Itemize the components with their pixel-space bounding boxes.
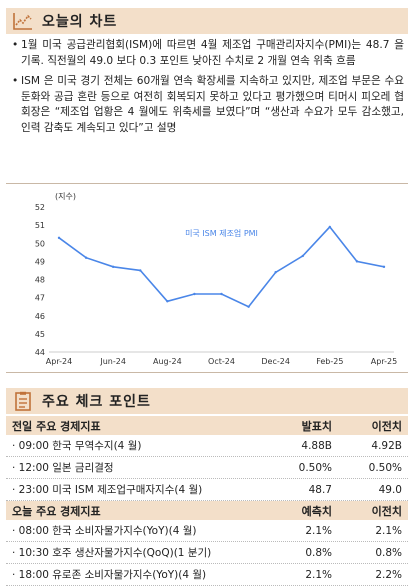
chart-section-header: 오늘의 차트 xyxy=(6,8,408,34)
row-prev: 2.2% xyxy=(375,568,402,581)
x-tick-label: Feb-25 xyxy=(316,357,343,366)
summary-bullets: • 1월 미국 공급관리협회(ISM)에 따르면 4월 제조업 구매관리자지수(… xyxy=(12,38,404,142)
data-point xyxy=(274,271,277,274)
data-point xyxy=(57,236,61,240)
x-tick-label: Dec-24 xyxy=(261,357,290,366)
y-tick-label: 45 xyxy=(35,330,45,339)
today-table-header: 오늘 주요 경제지표 예측치 이전치 xyxy=(6,501,408,520)
row-prev: 2.1% xyxy=(375,524,402,537)
chart-section-title: 오늘의 차트 xyxy=(42,14,118,30)
row-value: 0.50% xyxy=(298,461,332,474)
trend-chart-icon xyxy=(12,10,34,32)
table-row: · 10:30 호주 생산자물가지수(QoQ)(1 분기) 0.8% 0.8% xyxy=(6,542,408,564)
data-point xyxy=(166,300,169,303)
row-label: · 23:00 미국 ISM 제조업구매자지수(4 월) xyxy=(12,484,203,496)
prev-header-actual: 발표치 xyxy=(301,419,332,433)
data-point xyxy=(382,265,386,269)
row-label: · 10:30 호주 생산자물가지수(QoQ)(1 분기) xyxy=(12,547,212,559)
y-tick-label: 44 xyxy=(35,348,45,357)
y-tick-label: 46 xyxy=(35,312,45,321)
y-tick-label: 51 xyxy=(35,221,45,230)
table-row: · 09:00 한국 무역수지(4 월) 4.88B 4.92B xyxy=(6,435,408,457)
y-tick-label: 49 xyxy=(35,257,45,266)
data-point xyxy=(139,269,142,272)
data-point xyxy=(193,292,196,296)
data-point xyxy=(111,265,115,269)
y-tick-label: 52 xyxy=(35,203,45,212)
row-prev: 4.92B xyxy=(371,439,402,452)
row-prev: 49.0 xyxy=(378,483,402,496)
bullet-text: 1월 미국 공급관리협회(ISM)에 따르면 4월 제조업 구매관리자지수(PM… xyxy=(21,39,404,67)
row-prev: 0.50% xyxy=(368,461,402,474)
table-row: · 18:00 유로존 소비자물가지수(YoY)(4 월) 2.1% 2.2% xyxy=(6,564,408,586)
data-point xyxy=(355,260,359,263)
x-tick-label: Apr-24 xyxy=(46,357,72,366)
y-tick-label: 50 xyxy=(35,239,45,248)
today-header-previous: 이전치 xyxy=(371,504,402,518)
row-value: 2.1% xyxy=(305,524,332,537)
data-point xyxy=(84,256,88,259)
row-label: · 12:00 일본 금리결정 xyxy=(12,462,114,474)
check-section-title: 주요 체크 포인트 xyxy=(42,394,151,410)
row-prev: 0.8% xyxy=(375,546,402,559)
bullet-text: ISM 은 미국 경기 전체는 60개월 연속 확장세를 지속하고 있지만, 제… xyxy=(21,75,404,134)
row-value: 0.8% xyxy=(305,546,332,559)
row-label: · 08:00 한국 소비자물가지수(YoY)(4 월) xyxy=(12,525,197,537)
series-legend-label: 미국 ISM 제조업 PMI xyxy=(185,229,258,238)
row-label: · 09:00 한국 무역수지(4 월) xyxy=(12,440,142,452)
prev-table-header: 전일 주요 경제지표 발표치 이전치 xyxy=(6,416,408,435)
table-row: · 23:00 미국 ISM 제조업구매자지수(4 월) 48.7 49.0 xyxy=(6,479,408,501)
bullet-item: • ISM 은 미국 경기 전체는 60개월 연속 확장세를 지속하고 있지만,… xyxy=(12,74,404,136)
indicator-tables: 전일 주요 경제지표 발표치 이전치 · 09:00 한국 무역수지(4 월) … xyxy=(6,416,408,586)
prev-header-previous: 이전치 xyxy=(371,419,402,433)
data-point xyxy=(301,254,304,258)
x-tick-label: Jun-24 xyxy=(99,357,126,366)
row-label: · 18:00 유로존 소비자물가지수(YoY)(4 월) xyxy=(12,569,207,581)
bullet-item: • 1월 미국 공급관리협회(ISM)에 따르면 4월 제조업 구매관리자지수(… xyxy=(12,38,404,69)
x-tick-label: Oct-24 xyxy=(208,357,235,366)
pmi-chart-svg: (지수) 44 45 46 47 48 49 50 51 52 Apr-24 Jun-24 Aug-24… xyxy=(35,192,397,366)
data-point xyxy=(328,225,332,229)
prev-header-name: 전일 주요 경제지표 xyxy=(12,419,101,433)
y-tick-label: 47 xyxy=(35,294,45,303)
row-value: 2.1% xyxy=(305,568,332,581)
row-value: 4.88B xyxy=(301,439,332,452)
x-tick-label: Apr-25 xyxy=(371,357,397,366)
data-point xyxy=(247,305,250,308)
table-row: · 12:00 일본 금리결정 0.50% 0.50% xyxy=(6,457,408,479)
checklist-icon xyxy=(12,390,34,412)
row-value: 48.7 xyxy=(308,483,332,496)
pmi-chart: (지수) 44 45 46 47 48 49 50 51 52 Apr-24 Jun-24 Aug-24… xyxy=(6,183,408,373)
y-tick-label: 48 xyxy=(35,276,45,285)
y-axis-label: (지수) xyxy=(55,192,76,201)
x-tick-label: Aug-24 xyxy=(153,357,182,366)
check-section-header: 주요 체크 포인트 xyxy=(6,388,408,414)
today-header-name: 오늘 주요 경제지표 xyxy=(12,504,101,518)
today-header-forecast: 예측치 xyxy=(301,504,332,518)
data-point xyxy=(220,292,223,296)
table-row: · 08:00 한국 소비자물가지수(YoY)(4 월) 2.1% 2.1% xyxy=(6,520,408,542)
